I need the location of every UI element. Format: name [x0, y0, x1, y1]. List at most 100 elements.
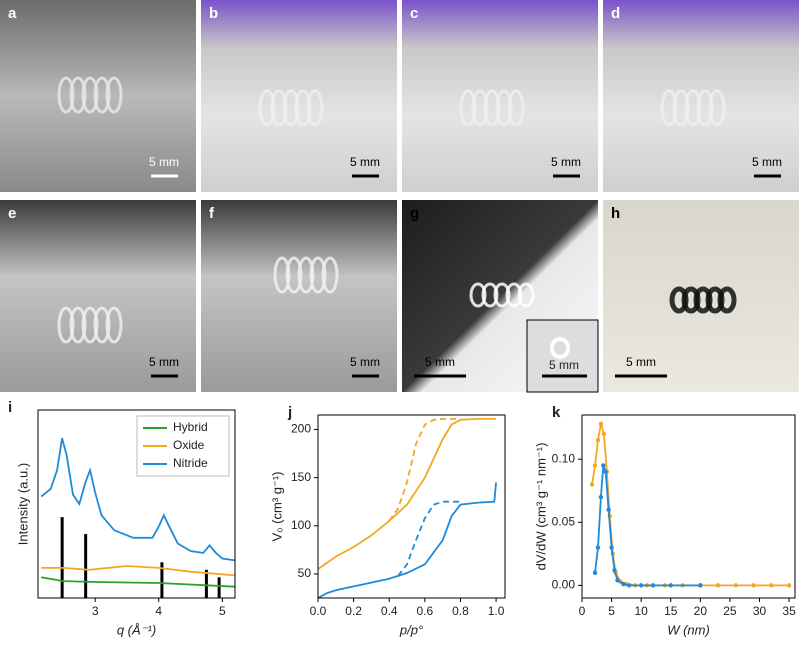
reference-peak: [217, 577, 221, 598]
x-tick-label: 0.2: [345, 604, 362, 618]
data-point: [595, 545, 601, 550]
coil-loop: [495, 89, 513, 127]
coil-loop: [273, 256, 291, 294]
x-tick-label: 0: [579, 604, 586, 618]
y-tick-label: 100: [291, 518, 311, 532]
x-tick-label: 0.8: [452, 604, 469, 618]
x-axis-label: W (nm): [667, 622, 710, 637]
scale-label: 5 mm: [425, 355, 455, 369]
series-line: [40, 437, 236, 562]
x-tick-label: 0.6: [417, 604, 434, 618]
coil-loop: [93, 76, 111, 114]
x-axis-label: q (Å⁻¹): [117, 622, 156, 637]
series-line: [591, 423, 790, 587]
x-tick-label: 3: [92, 604, 99, 618]
x-tick-label: 15: [664, 604, 678, 618]
panel-letter: j: [287, 404, 292, 421]
data-point: [650, 583, 656, 588]
legend-label: Nitride: [173, 456, 208, 470]
photo-panel: a 5 mm: [0, 0, 196, 192]
photo-panel: h 5 mm: [603, 200, 799, 392]
data-point: [615, 578, 620, 583]
y-tick-label: 0.05: [552, 514, 576, 528]
inset-scale-label: 5 mm: [549, 358, 579, 372]
panel-letter: a: [8, 5, 17, 22]
coil-loop: [69, 306, 87, 344]
coil-loop: [57, 76, 75, 114]
coil-loop: [684, 89, 702, 127]
photo-panel: f 5 mm: [201, 200, 397, 392]
data-point: [627, 583, 632, 588]
legend-label: Hybrid: [173, 420, 208, 434]
photo: [603, 200, 799, 392]
panel-letter: b: [209, 5, 218, 22]
photo-panel: c 5 mm: [402, 0, 598, 192]
coil-loop: [282, 89, 300, 127]
x-axis-label: p/p°: [399, 622, 423, 637]
photo: [201, 200, 397, 392]
data-point: [698, 583, 703, 588]
panel-letter: c: [410, 5, 418, 22]
data-point: [601, 431, 607, 437]
y-tick-label: 0.00: [552, 578, 576, 592]
coil-loop: [69, 76, 87, 114]
data-point: [733, 583, 739, 588]
coil-loop: [672, 89, 690, 127]
data-point: [589, 482, 595, 487]
series-line: [317, 418, 497, 570]
y-axis-label: dV/dW (cm³ g⁻¹ nm⁻¹): [533, 443, 548, 571]
x-tick-label: 1.0: [488, 604, 505, 618]
series-line: [397, 500, 461, 577]
coil-loop: [483, 89, 501, 127]
reference-peak: [84, 534, 88, 598]
reference-peak: [160, 562, 164, 598]
coil-loop: [306, 89, 324, 127]
panel-letter: e: [8, 205, 16, 222]
coil-loop: [696, 89, 714, 127]
series-line: [388, 418, 461, 522]
data-point: [598, 421, 604, 427]
x-tick-label: 25: [723, 604, 737, 618]
y-tick-label: 200: [291, 422, 311, 436]
data-point: [769, 583, 774, 588]
photo-panel: b 5 mm: [201, 0, 397, 192]
coil-loop: [660, 89, 678, 127]
data-point: [715, 583, 721, 588]
panel-letter: g: [410, 205, 419, 222]
series-line: [317, 482, 497, 599]
data-point: [606, 507, 611, 512]
data-point: [603, 469, 608, 474]
data-point: [786, 583, 792, 588]
y-tick-label: 0.10: [552, 451, 576, 465]
coil-loop: [507, 89, 525, 127]
x-tick-label: 0.0: [310, 604, 327, 618]
coil-loop: [294, 89, 312, 127]
plot-frame: [581, 414, 796, 599]
x-tick-label: 4: [155, 604, 162, 618]
panel-letter: h: [611, 205, 620, 222]
scale-label: 5 mm: [551, 155, 581, 169]
data-point: [592, 463, 598, 468]
photo-panel: d 5 mm: [603, 0, 799, 192]
coil-loop: [270, 89, 288, 127]
reference-peak: [204, 569, 208, 598]
coil-loop: [57, 306, 75, 344]
panel-letter: f: [209, 205, 215, 222]
coil-loop: [459, 89, 477, 127]
x-tick-label: 5: [219, 604, 226, 618]
coil-loop: [505, 282, 523, 308]
x-tick-label: 0.4: [381, 604, 398, 618]
legend-label: Oxide: [173, 438, 205, 452]
coil-loop: [105, 306, 123, 344]
x-tick-label: 35: [782, 604, 796, 618]
y-axis-label: V₀ (cm³ g⁻¹): [269, 471, 284, 541]
y-tick-label: 150: [291, 470, 311, 484]
series-line: [41, 576, 236, 588]
data-point: [638, 583, 644, 588]
scale-label: 5 mm: [149, 355, 179, 369]
coil-loop: [297, 256, 315, 294]
inset-coil: [550, 337, 570, 359]
x-tick-label: 5: [608, 604, 615, 618]
data-point: [598, 494, 604, 500]
